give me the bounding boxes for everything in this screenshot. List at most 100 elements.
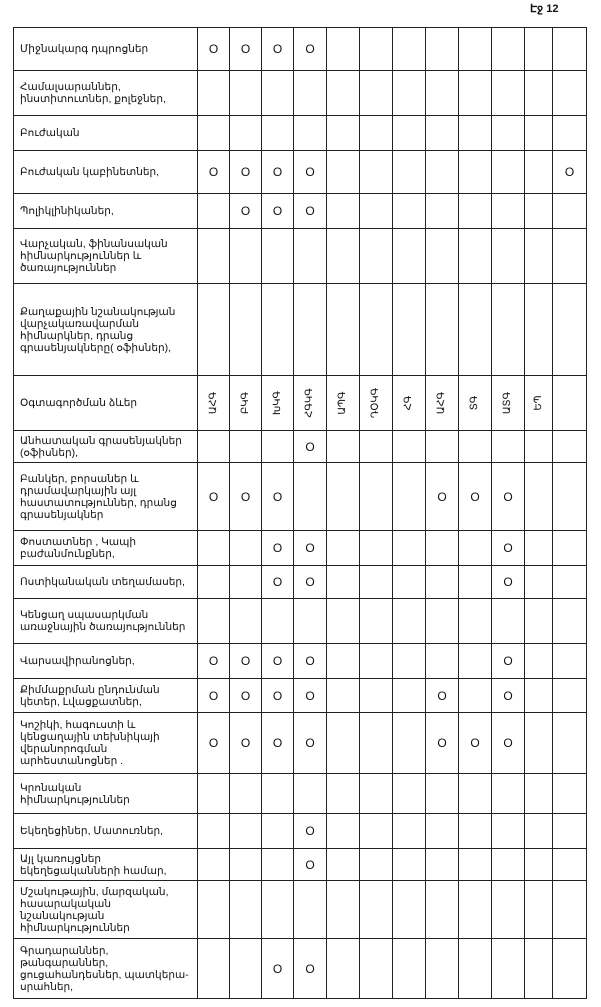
empty-cell	[359, 848, 393, 881]
empty-cell	[197, 813, 230, 849]
empty-cell	[392, 193, 426, 229]
empty-cell	[197, 565, 230, 599]
empty-cell	[197, 773, 230, 814]
empty-cell	[229, 530, 262, 566]
empty-cell	[392, 880, 426, 939]
circle-mark: O	[293, 27, 327, 71]
empty-cell	[458, 283, 492, 376]
empty-cell	[458, 70, 492, 116]
empty-cell	[458, 598, 492, 644]
empty-cell	[261, 848, 294, 881]
circle-mark: O	[491, 712, 525, 774]
empty-cell	[392, 813, 426, 849]
empty-cell	[261, 813, 294, 849]
column-header: ՀԳ	[392, 375, 426, 431]
row-label: Գրադարաններ, թանգարաններ, ցուցահանդեսներ…	[13, 938, 198, 999]
empty-cell	[491, 283, 525, 376]
empty-cell	[359, 228, 393, 284]
row-label: Մշակութային, մարզական, հասարակական նշանա…	[13, 880, 198, 939]
empty-cell	[425, 565, 459, 599]
empty-cell	[197, 598, 230, 644]
table-row: Բուժական կաբինետներ, O O O O O	[13, 150, 587, 194]
empty-cell	[491, 115, 525, 151]
empty-cell	[458, 150, 492, 194]
row-label: Համալսարաններ, ինստիտուտներ, քոլեջներ,	[13, 70, 198, 116]
circle-mark: O	[491, 565, 525, 599]
row-label: Փոստատներ , Կապի բաժանմունքներ,	[13, 530, 198, 566]
empty-cell	[359, 880, 393, 939]
empty-cell	[293, 598, 327, 644]
circle-mark: O	[229, 193, 262, 229]
circle-mark: O	[261, 565, 294, 599]
row-label: Քաղաքային նշանակության վարչակառավարման հ…	[13, 283, 198, 376]
column-header-text: ՀԳ	[403, 395, 414, 411]
empty-cell	[425, 193, 459, 229]
empty-cell	[392, 712, 426, 774]
empty-cell	[392, 530, 426, 566]
empty-cell	[552, 880, 587, 939]
usage-table: Միջնակարգ դպրոցներ O O O O Համալսարաններ, ինս…	[13, 27, 587, 999]
row-label: Վարսավիրանոցներ,	[13, 643, 198, 679]
empty-cell	[197, 430, 230, 463]
column-header-text: ՏԳ	[469, 395, 480, 411]
empty-cell	[552, 193, 587, 229]
circle-mark: O	[458, 712, 492, 774]
empty-cell	[425, 880, 459, 939]
empty-cell	[491, 773, 525, 814]
empty-cell	[392, 283, 426, 376]
table-row: Գրադարաններ, թանգարաններ, ցուցահանդեսներ…	[13, 938, 587, 999]
empty-cell	[392, 598, 426, 644]
circle-mark: O	[197, 678, 230, 713]
empty-cell	[229, 813, 262, 849]
empty-cell	[524, 712, 553, 774]
empty-cell	[392, 643, 426, 679]
column-header: ԱՀԳ	[425, 375, 459, 431]
empty-cell	[197, 228, 230, 284]
empty-cell	[524, 283, 553, 376]
empty-cell	[359, 712, 393, 774]
empty-cell	[261, 773, 294, 814]
empty-cell	[392, 773, 426, 814]
empty-cell	[326, 565, 360, 599]
row-label: Քիմմաքրման ընդունման կետեր, Լվացքատներ,	[13, 678, 198, 713]
empty-cell	[491, 848, 525, 881]
empty-cell	[359, 462, 393, 531]
empty-cell	[524, 150, 553, 194]
table-row: Համալսարաններ, ինստիտուտներ, քոլեջներ,	[13, 70, 587, 116]
empty-cell	[552, 678, 587, 713]
row-label: Եկեղեցիներ, Մատուռներ,	[13, 813, 198, 849]
empty-cell	[524, 643, 553, 679]
column-header-text: ԱՊԳ	[337, 391, 348, 415]
row-label: Այլ կառույցներ եկեղեցականների համար,	[13, 848, 198, 881]
circle-mark: O	[293, 848, 327, 881]
empty-cell	[524, 530, 553, 566]
empty-cell	[524, 773, 553, 814]
empty-cell	[229, 773, 262, 814]
empty-cell	[425, 27, 459, 71]
empty-cell	[458, 938, 492, 999]
header-row-label: Օգտագործման ձևեր	[13, 375, 198, 431]
empty-cell	[552, 70, 587, 116]
row-label: Միջնակարգ դպրոցներ	[13, 27, 198, 71]
empty-cell	[326, 678, 360, 713]
empty-cell	[458, 193, 492, 229]
empty-cell	[326, 643, 360, 679]
empty-cell	[359, 598, 393, 644]
circle-mark: O	[261, 193, 294, 229]
table-row: Քիմմաքրման ընդունման կետեր, Լվացքատներ, O…	[13, 678, 587, 713]
empty-cell	[293, 283, 327, 376]
empty-cell	[326, 27, 360, 71]
empty-cell	[458, 228, 492, 284]
row-label: Բանկեր, բորսաներ և դրամավարկային այլ հաս…	[13, 462, 198, 531]
empty-cell	[326, 70, 360, 116]
column-header-text: ԱՀԳ	[436, 391, 447, 415]
empty-cell	[197, 115, 230, 151]
empty-cell	[552, 712, 587, 774]
empty-cell	[359, 678, 393, 713]
empty-cell	[326, 530, 360, 566]
row-label: Պոլիկլինիկաներ,	[13, 193, 198, 229]
empty-cell	[524, 880, 553, 939]
empty-cell	[425, 228, 459, 284]
table-row: Վարչական, ֆինանսական հիմնարկություններ և…	[13, 228, 587, 284]
empty-cell	[524, 678, 553, 713]
